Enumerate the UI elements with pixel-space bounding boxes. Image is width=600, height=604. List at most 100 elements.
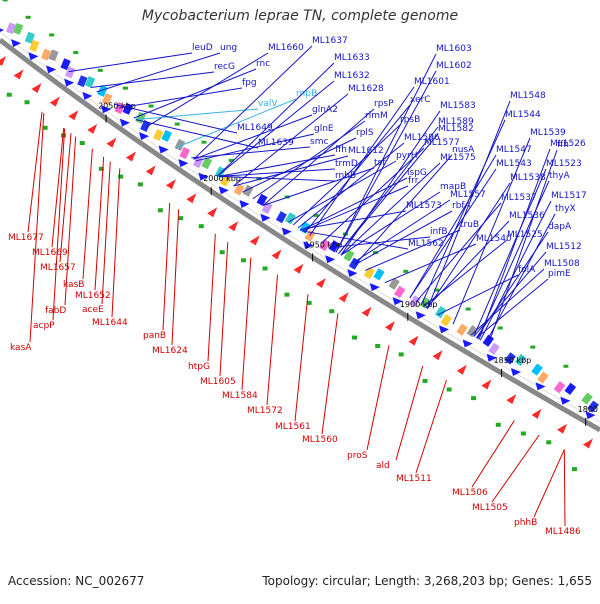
- reverse-gene-arrow: [165, 179, 176, 190]
- reverse-label-leader: [563, 449, 566, 527]
- forward-gene-label: ML1583: [440, 101, 476, 111]
- forward-label-leader: [297, 142, 405, 229]
- forward-gene-label: ML1536: [509, 211, 545, 221]
- gene-block: [373, 268, 385, 281]
- forward-gene-label: pyrH: [396, 151, 418, 161]
- forward-gene-arrow: [303, 241, 314, 250]
- gene-block: [192, 156, 204, 169]
- forward-gene-arrow: [46, 65, 57, 74]
- backbone-edge: [0, 31, 600, 423]
- gene-block: [201, 157, 213, 170]
- map-title: Mycobacterium leprae TN, complete genome: [141, 8, 459, 24]
- reverse-label-leader: [52, 128, 66, 321]
- forward-label-leader: [384, 243, 477, 284]
- reverse-label-leader: [59, 133, 72, 263]
- forward-gene-label: rbfA: [452, 201, 472, 211]
- forward-label-leader: [328, 236, 431, 249]
- gene-block: [97, 84, 108, 97]
- reverse-gene-arrow: [557, 423, 568, 434]
- rna-marker: [25, 15, 31, 19]
- gene-block: [140, 119, 151, 132]
- forward-gene-label: ML1508: [544, 259, 580, 269]
- reverse-gene-arrow: [481, 379, 492, 390]
- forward-label-leader: [233, 155, 349, 187]
- gene-block: [60, 58, 71, 71]
- gene-block: [328, 240, 340, 253]
- forward-label-leader: [478, 148, 551, 340]
- reverse-gene-arrow: [315, 278, 326, 289]
- scale-tick-label: 1950 kbp: [305, 240, 343, 249]
- reverse-label-leader: [94, 156, 105, 291]
- gene-block: [29, 39, 40, 52]
- reverse-gene-label: phhB: [514, 518, 537, 528]
- reverse-gene-label: htpG: [188, 362, 210, 372]
- reverse-gene-label: panB: [143, 331, 166, 341]
- reverse-label-leader: [82, 148, 93, 280]
- forward-label-leader: [477, 180, 550, 340]
- gene-block: [466, 325, 478, 338]
- reverse-gene-arrow: [13, 69, 24, 80]
- reverse-gene-arrow: [456, 364, 467, 375]
- forward-gene-arrow: [0, 28, 4, 32]
- reverse-gene-arrow: [293, 263, 304, 274]
- reverse-gene-label: ML1561: [275, 422, 311, 432]
- forward-gene-arrow: [560, 396, 571, 405]
- forward-gene-label: ML1589: [438, 117, 474, 127]
- forward-gene-label: ML1537: [501, 193, 537, 203]
- forward-label-leader: [338, 133, 439, 255]
- gene-block: [242, 184, 254, 197]
- reverse-label-leader: [219, 242, 229, 377]
- forward-gene-arrow: [260, 213, 271, 222]
- forward-gene-arrow: [178, 159, 189, 168]
- reverse-label-leader: [162, 203, 171, 331]
- gene-block: [419, 296, 431, 309]
- forward-label-leader: [485, 213, 556, 344]
- forward-gene-label: ML1562: [408, 239, 444, 249]
- rna-marker: [563, 364, 569, 368]
- forward-gene-label: recG: [214, 62, 235, 72]
- forward-label-leader: [355, 210, 453, 265]
- forward-label-leader: [338, 126, 439, 255]
- gene-block: [434, 306, 447, 319]
- forward-gene-label: ML1575: [440, 153, 476, 163]
- reverse-label-leader: [366, 345, 390, 451]
- forward-label-leader: [292, 124, 401, 226]
- forward-gene-label: frr: [408, 176, 419, 186]
- forward-gene-arrow: [82, 91, 93, 100]
- reverse-gene-arrow: [506, 394, 517, 405]
- reverse-gene-label: ML1584: [222, 391, 258, 401]
- forward-gene-label: ML1512: [546, 242, 582, 252]
- forward-gene-label: valV: [258, 99, 278, 109]
- forward-gene-label: ML1523: [546, 159, 582, 169]
- reverse-gene-label: fabD: [45, 306, 66, 316]
- gene-block: [261, 201, 273, 215]
- reverse-label-leader: [294, 294, 309, 422]
- gene-block: [24, 31, 35, 44]
- reverse-gene-arrow: [106, 137, 117, 148]
- rna-marker: [73, 51, 79, 55]
- gene-block: [48, 49, 59, 62]
- rna-marker: [434, 288, 440, 292]
- forward-label-leader: [352, 199, 451, 264]
- forward-label-leader: [409, 154, 497, 299]
- gene-marker: [352, 335, 358, 340]
- rna-marker: [530, 345, 536, 349]
- forward-gene-label: ispG: [407, 168, 427, 178]
- forward-label-leader: [452, 137, 531, 325]
- forward-label-leader: [355, 154, 453, 265]
- accession-text: Accession: NC_002677: [8, 574, 145, 588]
- gene-block: [101, 93, 113, 106]
- forward-gene-arrow: [486, 353, 497, 362]
- reverse-label-leader: [51, 127, 65, 248]
- scale-tick-label: 2050 kbp: [98, 102, 136, 111]
- forward-gene-label: ML1649: [237, 123, 273, 133]
- reverse-gene-arrow: [49, 96, 60, 107]
- gene-block: [275, 211, 287, 224]
- reverse-label-leader: [395, 365, 424, 461]
- gene-marker: [137, 182, 143, 187]
- rna-marker: [122, 86, 128, 90]
- scale-tick-label: 1800 kbp: [578, 405, 600, 414]
- gene-marker: [546, 440, 552, 445]
- forward-label-leader: [135, 108, 259, 121]
